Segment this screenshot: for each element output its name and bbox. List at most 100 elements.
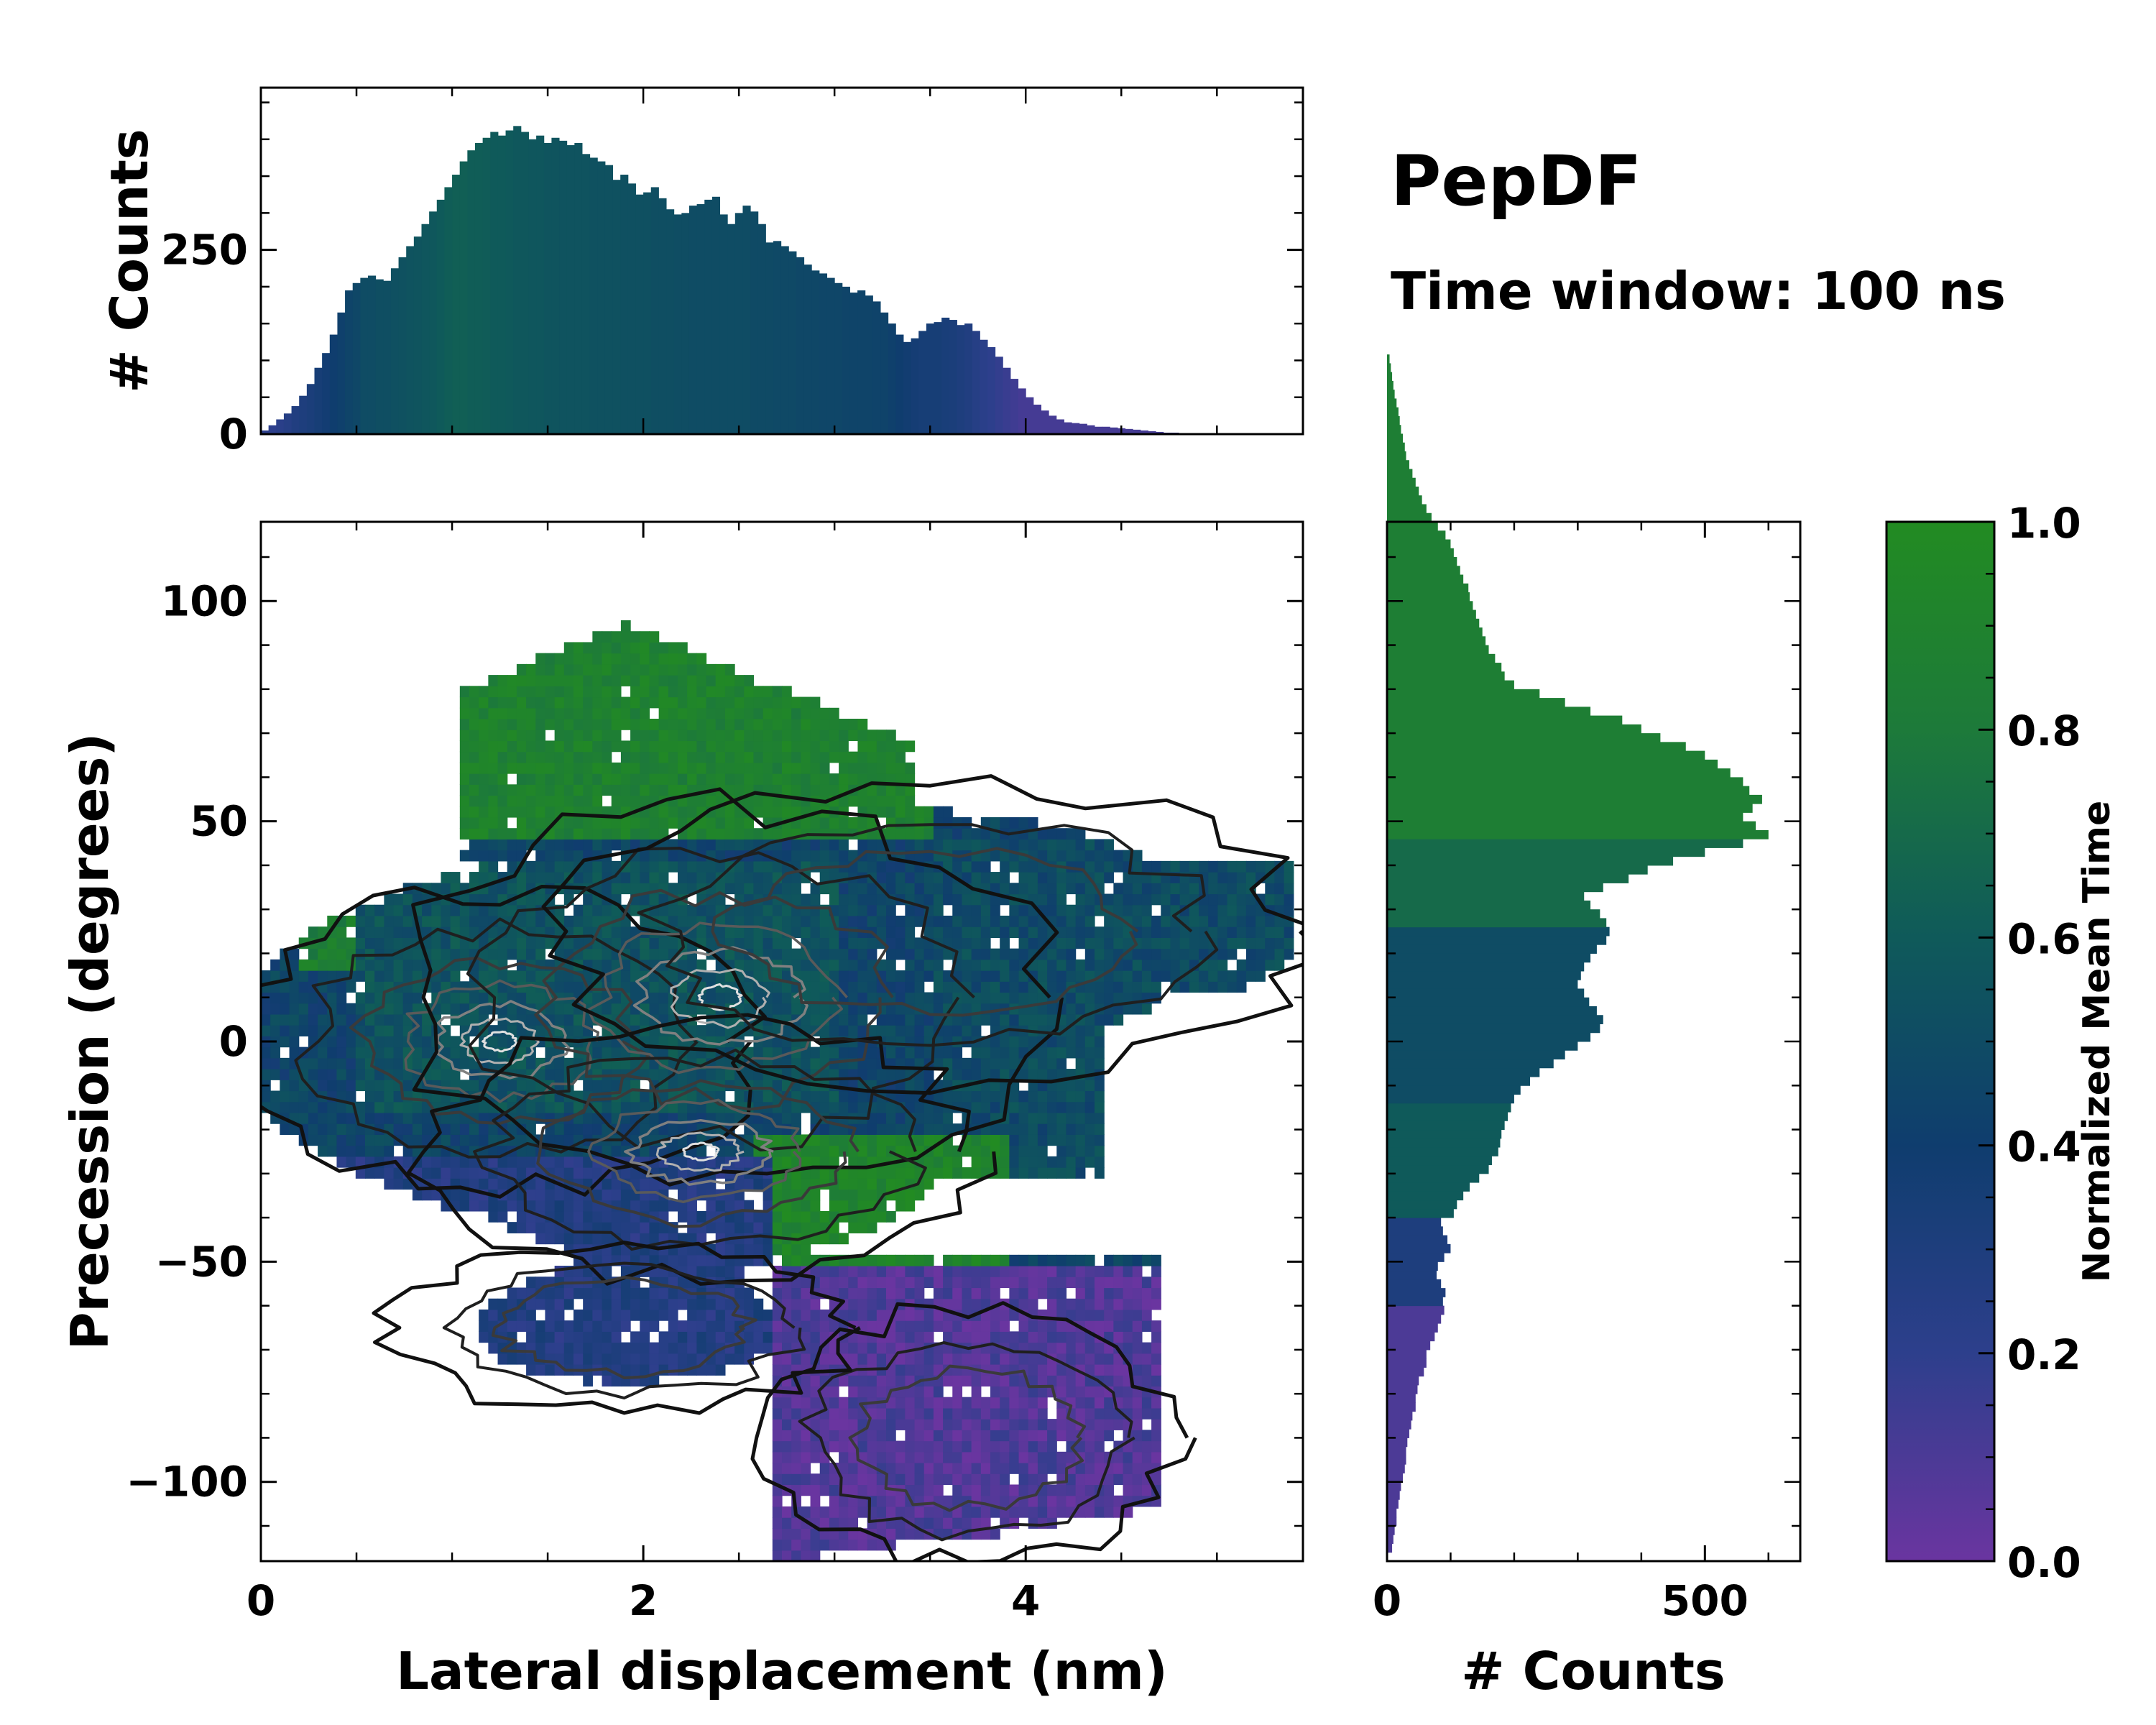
heatmap-cell	[592, 663, 603, 676]
heatmap-cell	[412, 1189, 423, 1201]
heatmap-cell	[971, 828, 982, 840]
heatmap-cell	[791, 1309, 801, 1321]
heatmap-cell	[573, 828, 584, 840]
heatmap-cell	[687, 1101, 697, 1113]
heatmap-cell	[459, 1167, 470, 1179]
heatmap-cell	[952, 1320, 963, 1332]
heatmap-cell	[1113, 1287, 1124, 1300]
heatmap-cell	[346, 1112, 356, 1124]
heatmap-cell	[943, 1057, 953, 1070]
heatmap-cell	[810, 1266, 821, 1277]
top-histogram-bar	[627, 183, 636, 434]
heatmap-cell	[943, 1145, 953, 1157]
heatmap-cell	[280, 1003, 290, 1015]
heatmap-cell	[563, 1123, 574, 1135]
heatmap-cell	[734, 784, 745, 796]
heatmap-cell	[971, 1112, 982, 1124]
heatmap-cell	[620, 883, 631, 895]
heatmap-cell	[724, 1331, 735, 1343]
heatmap-cell	[914, 883, 925, 895]
heatmap-cell	[611, 1189, 622, 1201]
heatmap-cell	[782, 1254, 792, 1266]
heatmap-cell	[497, 839, 508, 851]
heatmap-cell	[1047, 1003, 1057, 1015]
heatmap-cell	[886, 1407, 896, 1420]
heatmap-cell	[1113, 926, 1124, 938]
heatmap-cell	[687, 707, 697, 719]
heatmap-cell	[990, 1003, 1000, 1015]
heatmap-cell	[1028, 1364, 1038, 1376]
heatmap-cell	[649, 1233, 660, 1245]
heatmap-cell	[923, 1254, 934, 1266]
heatmap-cell	[620, 1189, 631, 1201]
heatmap-cell	[715, 926, 726, 938]
heatmap-cell	[526, 1178, 536, 1190]
heatmap-cell	[905, 992, 916, 1004]
heatmap-cell	[829, 1430, 839, 1442]
heatmap-cell	[687, 1353, 697, 1365]
heatmap-cell	[1084, 1506, 1095, 1518]
heatmap-cell	[914, 1287, 925, 1300]
heatmap-cell	[668, 784, 678, 796]
heatmap-cell	[801, 1331, 811, 1343]
heatmap-cell	[895, 1013, 906, 1026]
heatmap-cell	[459, 850, 470, 862]
heatmap-cell	[554, 992, 565, 1004]
heatmap-cell	[687, 675, 697, 686]
heatmap-cell	[545, 1287, 556, 1300]
heatmap-cell	[535, 773, 546, 785]
heatmap-cell	[298, 1101, 309, 1113]
heatmap-cell	[678, 1342, 688, 1354]
heatmap-cell	[554, 1134, 565, 1146]
heatmap-cell	[801, 1309, 811, 1321]
heatmap-cell	[1009, 1386, 1020, 1398]
heatmap-cell	[839, 1528, 849, 1540]
heatmap-cell	[744, 1222, 755, 1233]
heatmap-cell	[469, 795, 479, 807]
heatmap-cell	[990, 1528, 1000, 1540]
heatmap-cell	[876, 1342, 887, 1354]
heatmap-cell	[763, 1243, 773, 1256]
heatmap-cell	[895, 1495, 906, 1507]
heatmap-cell	[772, 860, 783, 873]
heatmap-cell	[640, 707, 650, 719]
heatmap-cell	[393, 1112, 404, 1124]
heatmap-cell	[563, 751, 574, 763]
heatmap-cell	[829, 1069, 839, 1080]
heatmap-cell	[611, 663, 622, 676]
heatmap-cell	[450, 1156, 461, 1168]
heatmap-cell	[497, 816, 508, 829]
heatmap-cell	[1075, 937, 1086, 949]
heatmap-cell	[782, 1550, 792, 1561]
heatmap-cell	[308, 1134, 318, 1146]
top-histogram-bar	[536, 135, 545, 434]
heatmap-cell	[479, 828, 489, 840]
heatmap-cell	[1047, 1013, 1057, 1026]
heatmap-cell	[1113, 904, 1124, 916]
heatmap-cell	[678, 883, 688, 895]
heatmap-cell	[1104, 959, 1114, 971]
heatmap-cell	[943, 1276, 953, 1289]
heatmap-cell	[611, 686, 622, 698]
heatmap-cell	[905, 970, 916, 982]
heatmap-cell	[810, 1386, 821, 1398]
heatmap-cell	[895, 1320, 906, 1332]
top-histogram-bar	[742, 206, 751, 434]
heatmap-cell	[1037, 1167, 1048, 1179]
heatmap-cell	[876, 1430, 887, 1442]
heatmap-cell	[848, 816, 859, 829]
top-histogram-bar	[880, 312, 889, 434]
heatmap-cell	[640, 642, 650, 654]
heatmap-cell	[441, 1080, 451, 1092]
top-histogram-bar	[474, 142, 484, 434]
heatmap-cell	[867, 1298, 877, 1310]
heatmap-cell	[706, 839, 717, 851]
heatmap-cell	[554, 1287, 565, 1300]
heatmap-cell	[469, 718, 479, 730]
heatmap-cell	[563, 1013, 574, 1026]
heatmap-cell	[687, 696, 697, 709]
heatmap-cell	[829, 1407, 839, 1420]
heatmap-cell	[782, 740, 792, 753]
heatmap-cell	[971, 1254, 982, 1266]
top-histogram-bar	[903, 341, 912, 434]
